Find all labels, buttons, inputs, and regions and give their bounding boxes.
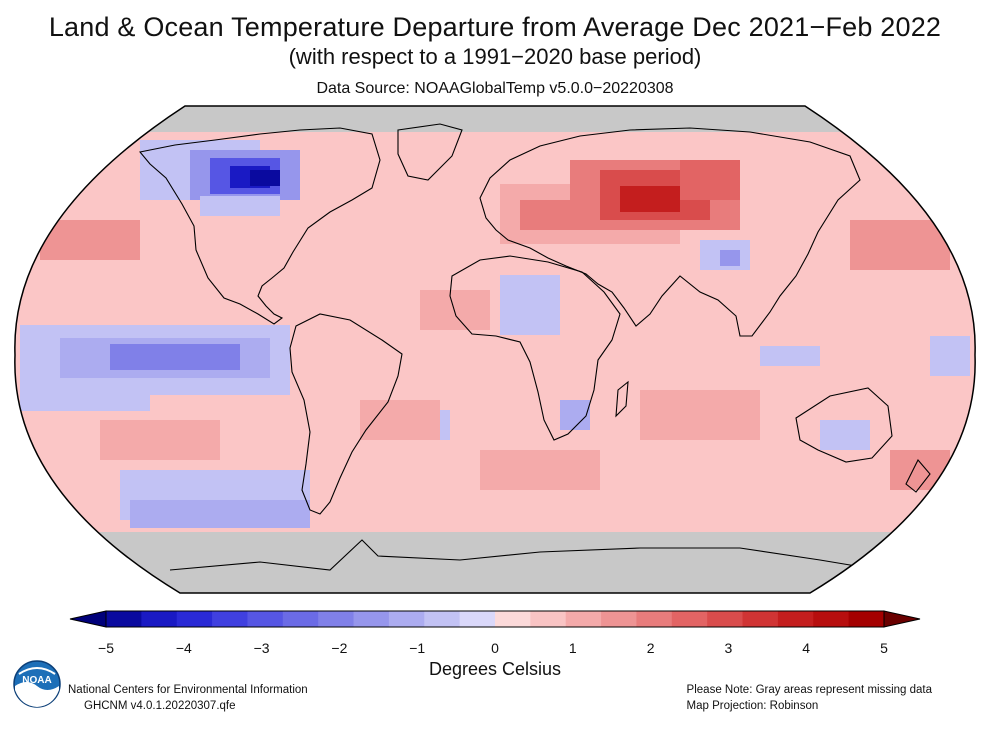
- colorbar-swatch: [318, 611, 355, 627]
- colorbar-swatch: [707, 611, 744, 627]
- colorbar-swatch: [777, 611, 814, 627]
- anomaly-cell: [200, 196, 280, 216]
- colorbar-swatch: [282, 611, 319, 627]
- colorbar-swatch: [141, 611, 178, 627]
- colorbar-swatch: [601, 611, 638, 627]
- anomaly-cell: [500, 275, 560, 335]
- colorbar-tick-label: 3: [725, 640, 733, 655]
- world-anomaly-map: [14, 105, 976, 594]
- globe-border: [14, 105, 976, 594]
- anomaly-cell: [520, 200, 580, 230]
- anomaly-cell: [820, 420, 870, 450]
- colorbar-tick-label: −1: [409, 640, 425, 655]
- colorbar-legend: −5 −4 −3 −2 −1 0 1 2 3 4 5: [69, 610, 921, 655]
- colorbar-swatch: [212, 611, 249, 627]
- arctic-missing: [14, 106, 976, 132]
- footer-right: Please Note: Gray areas represent missin…: [687, 682, 932, 714]
- madagascar-outline: [615, 380, 629, 418]
- anomaly-cell: [930, 336, 970, 376]
- colorbar-tick-label: −2: [331, 640, 347, 655]
- map-subtitle: (with respect to a 1991−2020 base period…: [288, 44, 702, 69]
- colorbar-tick-label: 0: [491, 640, 499, 655]
- colorbar-frame: [105, 610, 885, 628]
- anomaly-cell: [620, 186, 680, 212]
- colorbar-swatch: [353, 611, 390, 627]
- footer-dataset: GHCNM v4.0.1.20220307.qfe: [84, 700, 236, 712]
- coastlines: [138, 123, 931, 571]
- anomaly-cells: [20, 140, 970, 528]
- africa-outline: [449, 255, 621, 441]
- antarctica-outline: [169, 539, 881, 571]
- colorbar-swatch: [742, 611, 779, 627]
- antarctic-missing: [14, 532, 976, 593]
- anomaly-cell: [890, 450, 950, 490]
- greenland-outline: [397, 123, 463, 181]
- anomaly-cell: [560, 400, 590, 430]
- colorbar-swatch: [636, 611, 673, 627]
- colorbar-swatch: [565, 611, 602, 627]
- anomaly-cell: [850, 220, 950, 270]
- data-source: Data Source: NOAAGlobalTemp v5.0.0−20220…: [316, 80, 674, 97]
- europe-asia-outline: [479, 127, 861, 337]
- anomaly-cell: [130, 500, 310, 528]
- anomaly-cell: [720, 250, 740, 266]
- anomaly-cell: [480, 450, 600, 490]
- colorbar-tick-label: −4: [176, 640, 192, 655]
- anomaly-cell: [760, 346, 820, 366]
- anomaly-cell: [40, 220, 140, 260]
- colorbar-swatch: [530, 611, 567, 627]
- colorbar-tick-label: 1: [569, 640, 577, 655]
- anomaly-cell: [680, 160, 740, 200]
- colorbar-swatch: [247, 611, 284, 627]
- colorbar-swatch: [176, 611, 213, 627]
- colorbar-high-arrow: [883, 610, 921, 628]
- colorbar-swatch: [671, 611, 708, 627]
- noaa-logo: NOAA: [13, 660, 61, 708]
- colorbar-tick-label: −5: [98, 640, 114, 655]
- colorbar-tick-label: 5: [880, 640, 888, 655]
- footer-projection-note: Map Projection: Robinson: [686, 700, 819, 712]
- anomaly-cell: [250, 170, 280, 186]
- north-america-outline: [138, 127, 381, 325]
- anomaly-cell: [640, 390, 760, 440]
- anomaly-cell: [100, 420, 220, 460]
- colorbar-swatch: [495, 611, 531, 627]
- colorbar-tick-label: −3: [254, 640, 270, 655]
- map-title: Land & Ocean Temperature Departure from …: [48, 12, 942, 42]
- footer-missing-note: Please Note: Gray areas represent missin…: [686, 684, 932, 696]
- colorbar-low-arrow: [69, 610, 107, 628]
- south-america-outline: [289, 313, 403, 515]
- colorbar-tick-label: 2: [647, 640, 655, 655]
- anomaly-cell: [360, 400, 440, 440]
- map-field: [14, 106, 976, 593]
- colorbar-tick-label: 4: [802, 640, 810, 655]
- colorbar-swatch: [813, 611, 850, 627]
- new-zealand-outline: [905, 459, 931, 493]
- anomaly-cell: [110, 344, 240, 370]
- footer-left: National Centers for Environmental Infor…: [68, 682, 308, 714]
- colorbar-swatch: [388, 611, 425, 627]
- australia-outline: [795, 387, 893, 463]
- colorbar-swatch: [106, 611, 142, 627]
- colorbar-cells: [106, 611, 885, 627]
- colorbar-units: Degrees Celsius: [428, 659, 562, 679]
- colorbar-swatch: [424, 611, 461, 627]
- footer-org: National Centers for Environmental Infor…: [68, 684, 308, 696]
- colorbar-swatch: [459, 611, 496, 627]
- anomaly-cell: [20, 395, 150, 411]
- noaa-logo-text: NOAA: [22, 675, 51, 686]
- colorbar-ticks: −5 −4 −3 −2 −1 0 1 2 3 4 5: [98, 640, 888, 655]
- colorbar-swatch: [848, 611, 885, 627]
- anomaly-cell: [420, 290, 490, 330]
